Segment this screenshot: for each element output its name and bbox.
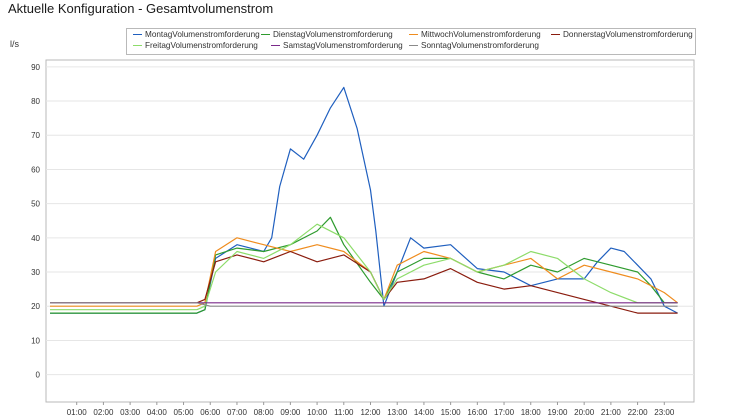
x-tick-label: 02:00: [93, 408, 114, 417]
x-tick-label: 22:00: [628, 408, 649, 417]
chart-title: Aktuelle Konfiguration - Gesamtvolumenst…: [8, 1, 274, 16]
y-tick-label: 40: [31, 234, 40, 243]
x-tick-label: 23:00: [654, 408, 675, 417]
y-tick-label: 0: [36, 371, 41, 380]
x-tick-label: 13:00: [387, 408, 408, 417]
legend-label: SamstagVolumenstromforderung: [283, 41, 403, 50]
legend-item-donnerstag: DonnerstagVolumenstromforderung: [551, 30, 693, 39]
legend-swatch: [551, 34, 560, 36]
x-tick-label: 08:00: [254, 408, 275, 417]
x-tick-label: 10:00: [307, 408, 328, 417]
x-tick-label: 04:00: [147, 408, 168, 417]
x-tick-label: 07:00: [227, 408, 248, 417]
y-tick-label: 70: [31, 131, 40, 140]
y-tick-label: 10: [31, 336, 40, 345]
x-tick-label: 18:00: [521, 408, 542, 417]
legend-swatch: [133, 45, 142, 47]
legend-label: MittwochVolumenstromforderung: [421, 30, 541, 39]
y-tick-label: 80: [31, 97, 40, 106]
x-tick-label: 12:00: [360, 408, 381, 417]
legend-label: SonntagVolumenstromforderung: [421, 41, 539, 50]
plot-area: [45, 59, 695, 403]
x-tick-label: 20:00: [574, 408, 595, 417]
legend-swatch: [409, 45, 418, 47]
legend-swatch: [271, 45, 280, 47]
legend-label: DonnerstagVolumenstromforderung: [563, 30, 693, 39]
x-tick-label: 21:00: [601, 408, 622, 417]
legend-label: FreitagVolumenstromforderung: [145, 41, 258, 50]
series-line: [50, 216, 678, 314]
x-tick-label: 17:00: [494, 408, 515, 417]
series-line: [50, 237, 678, 307]
x-tick-label: 01:00: [67, 408, 88, 417]
x-tick-label: 15:00: [441, 408, 462, 417]
legend-item-samstag: SamstagVolumenstromforderung: [271, 41, 403, 50]
y-tick-label: 30: [31, 268, 40, 277]
legend-label: MontagVolumenstromforderung: [145, 30, 260, 39]
y-tick-label: 20: [31, 302, 40, 311]
x-tick-label: 19:00: [547, 408, 568, 417]
legend-item-mittwoch: MittwochVolumenstromforderung: [409, 30, 541, 39]
x-tick-label: 09:00: [280, 408, 301, 417]
y-axis-label: l/s: [10, 39, 19, 49]
legend-item-sonntag: SonntagVolumenstromforderung: [409, 41, 539, 50]
legend-label: DienstagVolumenstromforderung: [273, 30, 393, 39]
series-line: [50, 250, 678, 314]
x-tick-label: 16:00: [467, 408, 488, 417]
y-tick-label: 90: [31, 63, 40, 72]
y-tick-label: 50: [31, 200, 40, 209]
y-tick-label: 60: [31, 165, 40, 174]
legend-swatch: [133, 34, 142, 36]
x-tick-label: 03:00: [120, 408, 141, 417]
x-tick-label: 06:00: [200, 408, 221, 417]
series-line: [50, 302, 678, 307]
legend-item-freitag: FreitagVolumenstromforderung: [133, 41, 258, 50]
legend: MontagVolumenstromforderung DienstagVolu…: [126, 28, 696, 55]
x-tick-label: 05:00: [174, 408, 195, 417]
legend-item-dienstag: DienstagVolumenstromforderung: [261, 30, 393, 39]
legend-item-montag: MontagVolumenstromforderung: [133, 30, 260, 39]
series-line: [50, 223, 678, 311]
x-tick-label: 14:00: [414, 408, 435, 417]
legend-swatch: [409, 34, 418, 36]
x-tick-label: 11:00: [334, 408, 354, 417]
legend-swatch: [261, 34, 270, 36]
